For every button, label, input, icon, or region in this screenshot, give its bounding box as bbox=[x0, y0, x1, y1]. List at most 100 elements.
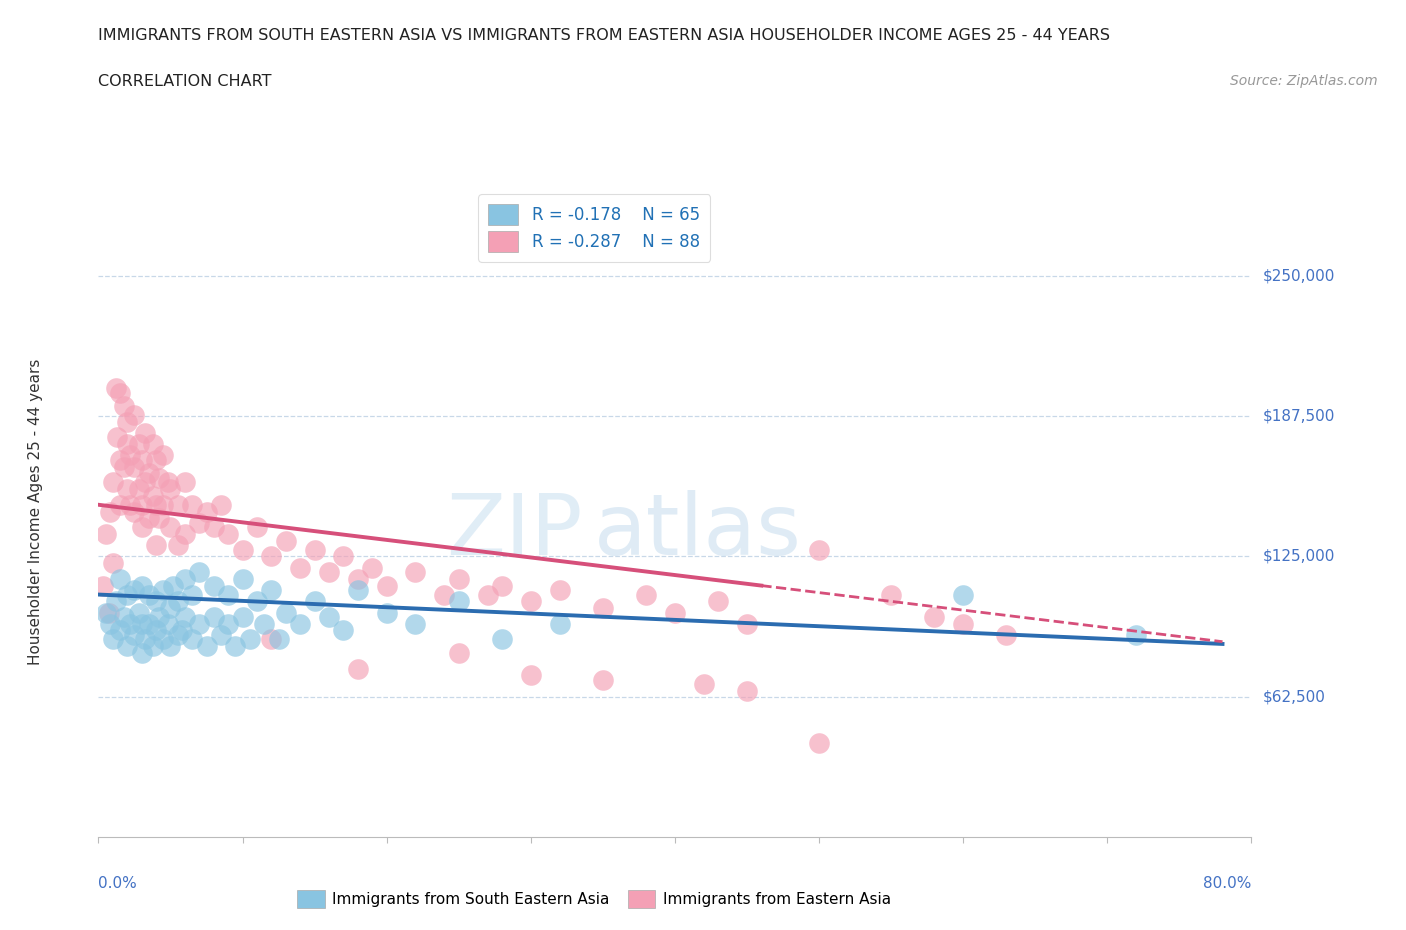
Point bbox=[181, 498, 204, 512]
Point bbox=[131, 498, 153, 512]
Point bbox=[447, 645, 470, 660]
Text: $125,000: $125,000 bbox=[1263, 549, 1334, 564]
Point bbox=[231, 571, 254, 586]
Point bbox=[98, 504, 121, 519]
Point bbox=[152, 448, 174, 463]
Point bbox=[447, 571, 470, 586]
Point bbox=[217, 526, 239, 541]
Point bbox=[162, 578, 184, 593]
Point bbox=[304, 542, 326, 557]
Point bbox=[807, 736, 830, 751]
Point bbox=[117, 587, 138, 602]
Point bbox=[202, 520, 225, 535]
Point bbox=[707, 594, 730, 609]
Point bbox=[131, 452, 153, 467]
Point bbox=[131, 645, 153, 660]
Point bbox=[188, 617, 211, 631]
Point bbox=[880, 587, 903, 602]
Point bbox=[131, 520, 153, 535]
Point bbox=[152, 582, 174, 597]
Point bbox=[134, 426, 156, 441]
Point bbox=[239, 632, 262, 647]
Point bbox=[636, 587, 658, 602]
Point bbox=[97, 605, 120, 620]
Point bbox=[117, 639, 138, 654]
Point bbox=[124, 407, 146, 422]
Point bbox=[346, 661, 368, 676]
Point bbox=[108, 498, 131, 512]
Point bbox=[260, 549, 283, 564]
Point bbox=[952, 587, 974, 602]
Point bbox=[361, 560, 384, 575]
Legend: Immigrants from South Eastern Asia, Immigrants from Eastern Asia: Immigrants from South Eastern Asia, Immi… bbox=[291, 884, 897, 914]
Point bbox=[128, 437, 150, 452]
Point bbox=[124, 459, 146, 474]
Point bbox=[188, 565, 211, 579]
Point bbox=[124, 504, 146, 519]
Text: 0.0%: 0.0% bbox=[98, 876, 138, 891]
Point bbox=[181, 632, 204, 647]
Point bbox=[145, 594, 167, 609]
Point bbox=[346, 582, 368, 597]
Point bbox=[231, 542, 254, 557]
Point bbox=[108, 385, 131, 400]
Text: IMMIGRANTS FROM SOUTH EASTERN ASIA VS IMMIGRANTS FROM EASTERN ASIA HOUSEHOLDER I: IMMIGRANTS FROM SOUTH EASTERN ASIA VS IM… bbox=[98, 28, 1111, 43]
Point bbox=[117, 482, 138, 497]
Point bbox=[131, 578, 153, 593]
Point bbox=[188, 515, 211, 530]
Point bbox=[447, 594, 470, 609]
Point bbox=[105, 430, 128, 445]
Point bbox=[209, 498, 232, 512]
Point bbox=[101, 632, 124, 647]
Text: ZIP: ZIP bbox=[446, 489, 582, 573]
Point bbox=[290, 560, 312, 575]
Point bbox=[120, 448, 142, 463]
Point bbox=[290, 617, 312, 631]
Point bbox=[112, 399, 135, 414]
Point bbox=[693, 677, 716, 692]
Point bbox=[548, 617, 571, 631]
Point bbox=[267, 632, 290, 647]
Point bbox=[346, 571, 368, 586]
Point bbox=[108, 571, 131, 586]
Point bbox=[138, 466, 160, 481]
Text: atlas: atlas bbox=[595, 489, 803, 573]
Point bbox=[91, 578, 114, 593]
Point bbox=[159, 601, 181, 616]
Point bbox=[735, 617, 758, 631]
Point bbox=[108, 452, 131, 467]
Point bbox=[246, 520, 269, 535]
Point bbox=[120, 617, 142, 631]
Point bbox=[491, 632, 513, 647]
Point bbox=[217, 587, 239, 602]
Point bbox=[156, 617, 179, 631]
Point bbox=[101, 556, 124, 571]
Point bbox=[174, 475, 197, 490]
Point bbox=[491, 578, 513, 593]
Point bbox=[209, 628, 232, 643]
Point bbox=[112, 459, 135, 474]
Text: CORRELATION CHART: CORRELATION CHART bbox=[98, 74, 271, 89]
Point bbox=[181, 587, 204, 602]
Point bbox=[405, 565, 427, 579]
Point bbox=[332, 549, 354, 564]
Point bbox=[592, 601, 614, 616]
Point bbox=[124, 582, 146, 597]
Point bbox=[145, 452, 167, 467]
Point bbox=[274, 533, 297, 548]
Point bbox=[145, 498, 167, 512]
Point bbox=[202, 578, 225, 593]
Point bbox=[274, 605, 297, 620]
Point bbox=[592, 672, 614, 687]
Point bbox=[159, 639, 181, 654]
Point bbox=[166, 594, 188, 609]
Point bbox=[138, 617, 160, 631]
Point bbox=[148, 471, 170, 485]
Point bbox=[318, 565, 340, 579]
Point bbox=[231, 609, 254, 624]
Point bbox=[1125, 628, 1147, 643]
Point bbox=[807, 542, 830, 557]
Point bbox=[174, 571, 197, 586]
Point bbox=[138, 511, 160, 525]
Point bbox=[735, 684, 758, 698]
